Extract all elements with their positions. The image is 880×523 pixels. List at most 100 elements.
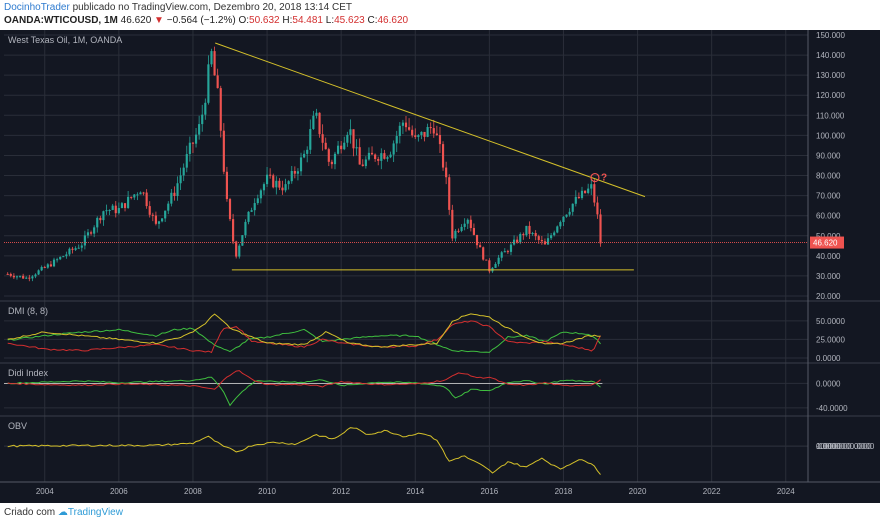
chart-area[interactable]: 150.000 140.000 130.000 120.000 110.000 100.0…: [0, 30, 880, 503]
candle-body: [414, 135, 417, 138]
candle-body: [528, 225, 531, 234]
candle-body: [559, 222, 562, 227]
credit-line: Criado com ☁TradingView: [4, 507, 123, 518]
candle-body: [108, 209, 111, 211]
candle-body: [562, 216, 565, 223]
y-tick-label: 30.000: [816, 272, 841, 281]
y-tick-label: 10000000.0000: [816, 442, 872, 451]
candle-body: [312, 115, 315, 130]
candle-body: [287, 181, 290, 185]
candle-body: [469, 219, 472, 229]
candle-body: [216, 75, 219, 89]
candle-body: [145, 192, 148, 207]
publish-line: DocinhoTrader publicado no TradingView.c…: [4, 2, 352, 13]
published-text: publicado no TradingView.com, Dezembro 2…: [72, 2, 352, 13]
symbol-label: OANDA:WTICOUSD, 1M: [4, 15, 118, 26]
high-label: H:: [282, 15, 293, 26]
candle-body: [157, 221, 161, 224]
candle-body: [367, 152, 371, 160]
candle-body: [89, 232, 93, 234]
candle-body: [182, 167, 185, 176]
candle-body: [479, 245, 482, 248]
x-tick-label: 2024: [777, 487, 795, 496]
credit-prefix: Criado com: [4, 507, 56, 518]
candle-body: [194, 134, 198, 144]
candle-body: [512, 239, 516, 245]
candle-body: [454, 230, 457, 239]
candle-body: [284, 184, 287, 191]
candle-body: [198, 124, 201, 135]
candle-body: [99, 217, 102, 221]
tradingview-brand[interactable]: TradingView: [67, 507, 123, 518]
candle-body: [500, 252, 503, 258]
candle-body: [475, 234, 479, 246]
candle-body: [346, 134, 349, 143]
candle-body: [22, 275, 25, 279]
x-tick-label: 2010: [258, 487, 276, 496]
x-tick-label: 2016: [480, 487, 498, 496]
candle-body: [556, 226, 559, 233]
candle-body: [213, 51, 216, 76]
candle-body: [256, 198, 259, 204]
y-tick-label: 110.000: [816, 111, 845, 120]
candle-body: [296, 171, 300, 174]
candle-body: [111, 205, 114, 210]
candle-body: [519, 234, 522, 243]
tradingview-logo-icon: ☁: [57, 507, 68, 518]
candle-body: [225, 171, 229, 200]
y-tick-label: 60.000: [816, 212, 841, 221]
candle-body: [423, 131, 426, 137]
candle-body: [383, 153, 386, 159]
candle-body: [262, 184, 266, 191]
y-tick-label: -40.0000: [816, 404, 848, 413]
candle-body: [15, 276, 19, 278]
candle-body: [244, 221, 247, 236]
candle-body: [46, 264, 49, 268]
candle-body: [281, 187, 284, 191]
y-tick-label: 40.000: [816, 252, 841, 261]
candle-body: [18, 275, 22, 277]
pane-title: Didi Index: [8, 368, 49, 378]
candle-body: [80, 245, 83, 248]
candle-body: [83, 235, 86, 246]
candle-body: [275, 180, 278, 188]
candle-body: [161, 218, 164, 222]
candle-body: [370, 152, 374, 155]
candle-body: [327, 149, 330, 162]
candle-body: [210, 51, 213, 65]
candle-body: [377, 158, 380, 161]
candle-body: [105, 210, 108, 212]
low-label: L:: [325, 15, 335, 26]
candle-body: [451, 209, 454, 239]
chart-header: DocinhoTrader publicado no TradingView.c…: [0, 0, 880, 30]
candle-body: [71, 248, 74, 250]
candle-body: [330, 161, 333, 165]
candle-body: [516, 239, 519, 243]
candle-body: [123, 203, 127, 208]
candle-body: [411, 129, 414, 136]
candle-body: [253, 203, 256, 211]
candle-body: [154, 215, 157, 224]
candle-body: [361, 164, 364, 167]
candle-body: [37, 270, 40, 275]
candle-body: [343, 142, 346, 150]
candle-body: [494, 263, 497, 268]
candle-body: [299, 157, 303, 172]
candle-body: [170, 192, 173, 204]
candle-body: [395, 136, 398, 144]
x-tick-label: 2018: [555, 487, 573, 496]
candle-body: [86, 232, 90, 236]
series-line-obv: [7, 427, 601, 475]
candle-body: [432, 128, 435, 134]
y-tick-label: 120.000: [816, 91, 845, 100]
candle-body: [596, 202, 599, 215]
candle-body: [133, 194, 136, 198]
candle-body: [142, 192, 145, 194]
candle-body: [321, 134, 324, 143]
candle-body: [188, 142, 191, 155]
candle-body: [488, 260, 491, 272]
y-tick-label: 25.0000: [816, 335, 845, 344]
annotation-question-mark: ?: [601, 173, 607, 184]
candle-body: [114, 205, 117, 214]
author-link[interactable]: DocinhoTrader: [4, 2, 70, 13]
